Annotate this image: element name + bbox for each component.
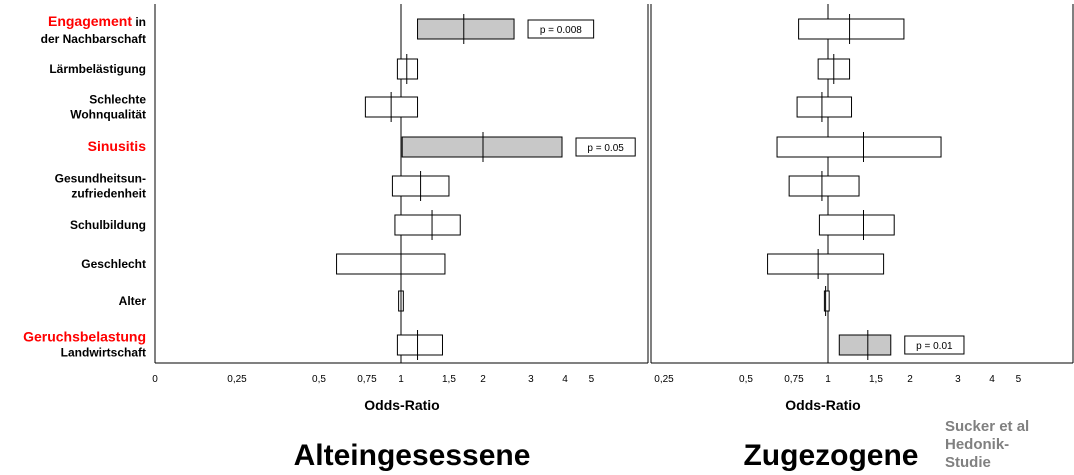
ci-bar: [823, 290, 830, 312]
category-label-highlight: Engagement: [48, 13, 132, 29]
x-tick-label: 1: [398, 374, 404, 385]
x-tick-label: 0,5: [312, 374, 326, 385]
credit-text: Studie: [945, 454, 991, 471]
x-tick-label: 4: [989, 374, 995, 385]
x-tick-label: 1,5: [442, 374, 456, 385]
ci-bar: [798, 18, 905, 40]
p-value-label: p = 0.01: [916, 341, 953, 352]
ci-bar: [818, 214, 895, 236]
category-label: Wohnqualität: [70, 108, 146, 122]
ci-bar: [796, 96, 853, 118]
ci-bar: [767, 253, 885, 275]
category-label: Schulbildung: [70, 218, 146, 232]
x-axis-label: Odds-Ratio: [364, 397, 439, 413]
x-tick-label: 0,25: [654, 374, 674, 385]
x-tick-label: 5: [589, 374, 595, 385]
x-tick-label: 3: [528, 374, 534, 385]
ci-bar: [394, 214, 461, 236]
p-value-box: [575, 137, 636, 157]
credit-text: Sucker et al: [945, 418, 1029, 435]
ci-bar: [788, 175, 860, 197]
category-label: Alter: [119, 294, 147, 308]
panel-title: Alteingesessene: [294, 439, 531, 472]
category-label: Engagement in: [48, 13, 146, 29]
category-label: Gesundheitsun-: [55, 172, 146, 186]
x-tick-label: 2: [907, 374, 913, 385]
category-label: der Nachbarschaft: [41, 32, 146, 46]
ci-bar: [776, 136, 942, 158]
ci-bar: [417, 18, 515, 40]
p-value-box: [904, 335, 965, 355]
credit-text: Hedonik-: [945, 436, 1009, 453]
ci-bar: [396, 58, 419, 80]
category-label: Geschlecht: [81, 257, 146, 271]
x-tick-label: 0,75: [784, 374, 804, 385]
x-axis-label: Odds-Ratio: [785, 397, 860, 413]
p-value-box: [527, 19, 595, 39]
category-label-highlight: Sinusitis: [88, 138, 147, 154]
category-label: Schlechte: [89, 93, 146, 107]
ci-bar: [401, 136, 563, 158]
x-tick-label: 2: [480, 374, 486, 385]
category-label: zufriedenheit: [71, 187, 146, 201]
category-label: Lärmbelästigung: [49, 62, 146, 76]
x-tick-label: 3: [955, 374, 961, 385]
ci-bar: [396, 334, 443, 356]
x-tick-label: 5: [1016, 374, 1022, 385]
x-tick-label: 1,5: [869, 374, 883, 385]
x-tick-label: 4: [562, 374, 568, 385]
p-value-label: p = 0.008: [540, 25, 582, 36]
x-tick-label: 0: [152, 374, 158, 385]
category-label-part: in: [132, 15, 146, 29]
p-value-label: p = 0.05: [587, 143, 624, 154]
ci-bar: [838, 334, 892, 356]
category-label: Landwirtschaft: [61, 346, 146, 360]
x-tick-label: 0,75: [357, 374, 377, 385]
x-tick-label: 1: [825, 374, 831, 385]
x-tick-label: 0,25: [227, 374, 247, 385]
panel-title: Zugezogene: [743, 439, 918, 472]
x-tick-label: 0,5: [739, 374, 753, 385]
category-label-highlight: Geruchsbelastung: [23, 329, 146, 345]
ci-bar: [336, 253, 446, 275]
